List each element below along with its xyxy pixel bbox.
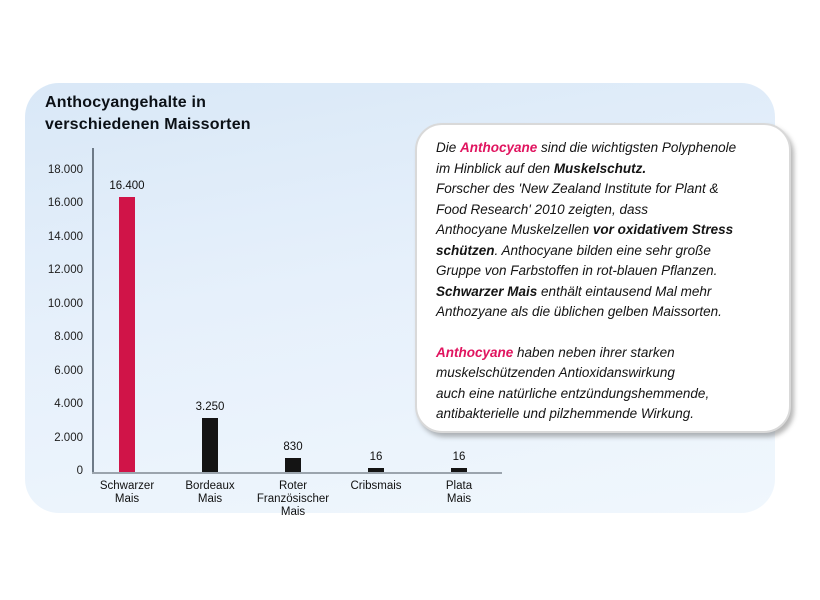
y-axis-tick-label: 18.000 <box>47 163 83 176</box>
accent-text: Anthocyane <box>460 140 538 155</box>
y-axis-tick-label: 4.000 <box>54 398 83 410</box>
x-axis-category-label: Plata Mais <box>445 480 473 505</box>
y-axis-tick-label: 16.000 <box>47 197 83 209</box>
info-paragraph: Die Anthocyane sind die wichtigsten Poly… <box>436 138 770 323</box>
bold-text: vor oxidativem Stress schützen <box>436 222 734 258</box>
x-axis-category-label: Cribsmais <box>350 480 402 492</box>
body-text: haben neben ihrer starken muskelschützen… <box>436 344 710 422</box>
bar-bordeaux-mais <box>202 417 218 472</box>
body-text: Forscher des 'New Zealand Institute for … <box>436 181 719 237</box>
bar-value-label: 830 <box>283 441 303 454</box>
bar-value-label: 16 <box>369 451 383 463</box>
bar-plata-mais <box>451 468 467 472</box>
y-axis-tick-label: 10.000 <box>47 297 83 310</box>
y-axis-tick-label: 8.000 <box>54 331 83 343</box>
bold-text: Schwarzer Mais <box>436 283 538 299</box>
accent-text: Anthocyane <box>436 344 514 360</box>
body-text: sind die wichtigsten Polyphenole im Hinb… <box>436 140 737 176</box>
x-axis-category-label: Bordeaux Mais <box>185 480 235 505</box>
y-axis-tick-label: 12.000 <box>47 264 83 276</box>
body-text: Die <box>436 140 461 155</box>
body-text: enthält eintausend Mal mehr Anthozyane a… <box>436 283 722 320</box>
bar-schwarzer-mais <box>119 197 135 472</box>
info-paragraph: Anthocyane haben neben ihrer starken mus… <box>436 343 770 425</box>
y-axis-tick-label: 6.000 <box>54 364 83 377</box>
body-text: . Anthocyane bilden eine sehr große Grup… <box>436 242 718 279</box>
bar-chart: 18.000 16.000 14.000 12.000 10.000 8.000 6.000… <box>25 83 775 518</box>
y-axis-tick-label: 0 <box>76 465 83 477</box>
bar-cribsmais <box>368 468 384 472</box>
bar-value-label: 16.400 <box>109 180 145 193</box>
y-axis-tick-label: 2.000 <box>54 431 83 444</box>
bar-value-label: 3.250 <box>195 400 225 413</box>
chart-title: Anthocyangehalte in verschiedenen Maisso… <box>45 94 251 133</box>
y-axis-tick-label: 14.000 <box>47 230 83 243</box>
bold-text: Muskelschutz. <box>553 160 647 176</box>
info-card: Die Anthocyane sind die wichtigsten Poly… <box>415 123 791 433</box>
x-axis-category-label: Schwarzer Mais <box>99 480 155 505</box>
bar-roter-franz-sischer-mais <box>285 458 301 472</box>
x-axis-category-label: Roter Französischer Mais <box>256 480 330 518</box>
y-axis-line <box>92 148 94 474</box>
x-axis-line <box>92 472 502 474</box>
bar-value-label: 16 <box>452 451 466 463</box>
